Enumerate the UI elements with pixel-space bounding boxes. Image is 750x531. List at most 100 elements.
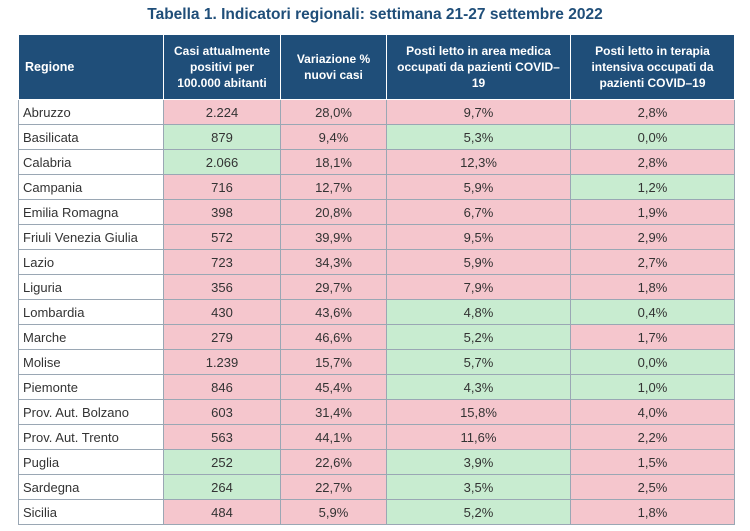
medical-cell: 7,9% [386, 274, 571, 300]
header-icu-beds: Posti letto in terapia intensiva occupat… [570, 34, 735, 100]
medical-cell: 5,9% [386, 249, 571, 275]
header-cases: Casi attualmente positivi per 100.000 ab… [163, 34, 281, 100]
variation-cell: 46,6% [280, 324, 387, 350]
variation-cell: 34,3% [280, 249, 387, 275]
table-row: Prov. Aut. Bolzano 603 31,4% 15,8% 4,0% [18, 399, 735, 425]
table-row: Marche 279 46,6% 5,2% 1,7% [18, 324, 735, 350]
variation-cell: 22,6% [280, 449, 387, 475]
region-cell: Sardegna [18, 474, 164, 500]
icu-cell: 2,2% [570, 424, 735, 450]
table-row: Abruzzo 2.224 28,0% 9,7% 2,8% [18, 99, 735, 125]
region-cell: Lombardia [18, 299, 164, 325]
medical-cell: 9,7% [386, 99, 571, 125]
table-row: Friuli Venezia Giulia 572 39,9% 9,5% 2,9% [18, 224, 735, 250]
header-variation: Variazione % nuovi casi [280, 34, 387, 100]
region-cell: Calabria [18, 149, 164, 175]
cases-cell: 603 [163, 399, 281, 425]
region-cell: Molise [18, 349, 164, 375]
variation-cell: 31,4% [280, 399, 387, 425]
header-row: Regione Casi attualmente positivi per 10… [18, 34, 735, 100]
cases-cell: 572 [163, 224, 281, 250]
region-cell: Piemonte [18, 374, 164, 400]
region-cell: Basilicata [18, 124, 164, 150]
medical-cell: 5,2% [386, 324, 571, 350]
region-cell: Friuli Venezia Giulia [18, 224, 164, 250]
table-title: Tabella 1. Indicatori regionali: settima… [147, 6, 603, 23]
header-region: Regione [18, 34, 164, 100]
header-medical-beds: Posti letto in area medica occupati da p… [386, 34, 571, 100]
variation-cell: 45,4% [280, 374, 387, 400]
region-cell: Campania [18, 174, 164, 200]
table-row: Basilicata 879 9,4% 5,3% 0,0% [18, 124, 735, 150]
table-row: Puglia 252 22,6% 3,9% 1,5% [18, 449, 735, 475]
table-row: Piemonte 846 45,4% 4,3% 1,0% [18, 374, 735, 400]
variation-cell: 12,7% [280, 174, 387, 200]
cases-cell: 563 [163, 424, 281, 450]
icu-cell: 2,8% [570, 99, 735, 125]
cases-cell: 398 [163, 199, 281, 225]
medical-cell: 9,5% [386, 224, 571, 250]
table-row: Campania 716 12,7% 5,9% 1,2% [18, 174, 735, 200]
region-cell: Lazio [18, 249, 164, 275]
cases-cell: 430 [163, 299, 281, 325]
medical-cell: 4,8% [386, 299, 571, 325]
icu-cell: 1,9% [570, 199, 735, 225]
medical-cell: 6,7% [386, 199, 571, 225]
medical-cell: 5,9% [386, 174, 571, 200]
region-cell: Abruzzo [18, 99, 164, 125]
variation-cell: 5,9% [280, 499, 387, 525]
icu-cell: 0,0% [570, 349, 735, 375]
region-cell: Marche [18, 324, 164, 350]
icu-cell: 1,0% [570, 374, 735, 400]
variation-cell: 18,1% [280, 149, 387, 175]
cases-cell: 2.224 [163, 99, 281, 125]
table-row: Emilia Romagna 398 20,8% 6,7% 1,9% [18, 199, 735, 225]
icu-cell: 2,8% [570, 149, 735, 175]
variation-cell: 39,9% [280, 224, 387, 250]
icu-cell: 0,0% [570, 124, 735, 150]
region-cell: Liguria [18, 274, 164, 300]
medical-cell: 15,8% [386, 399, 571, 425]
medical-cell: 4,3% [386, 374, 571, 400]
variation-cell: 29,7% [280, 274, 387, 300]
medical-cell: 5,7% [386, 349, 571, 375]
medical-cell: 3,5% [386, 474, 571, 500]
icu-cell: 1,5% [570, 449, 735, 475]
variation-cell: 20,8% [280, 199, 387, 225]
cases-cell: 356 [163, 274, 281, 300]
cases-cell: 879 [163, 124, 281, 150]
icu-cell: 1,8% [570, 274, 735, 300]
variation-cell: 22,7% [280, 474, 387, 500]
icu-cell: 4,0% [570, 399, 735, 425]
region-cell: Puglia [18, 449, 164, 475]
table-row: Lazio 723 34,3% 5,9% 2,7% [18, 249, 735, 275]
table-row: Prov. Aut. Trento 563 44,1% 11,6% 2,2% [18, 424, 735, 450]
medical-cell: 5,2% [386, 499, 571, 525]
variation-cell: 9,4% [280, 124, 387, 150]
region-cell: Prov. Aut. Trento [18, 424, 164, 450]
cases-cell: 264 [163, 474, 281, 500]
medical-cell: 12,3% [386, 149, 571, 175]
region-cell: Prov. Aut. Bolzano [18, 399, 164, 425]
icu-cell: 2,9% [570, 224, 735, 250]
medical-cell: 3,9% [386, 449, 571, 475]
icu-cell: 0,4% [570, 299, 735, 325]
table-row: Calabria 2.066 18,1% 12,3% 2,8% [18, 149, 735, 175]
medical-cell: 11,6% [386, 424, 571, 450]
table-row: Molise 1.239 15,7% 5,7% 0,0% [18, 349, 735, 375]
cases-cell: 279 [163, 324, 281, 350]
table-row: Sicilia 484 5,9% 5,2% 1,8% [18, 499, 735, 525]
icu-cell: 2,5% [570, 474, 735, 500]
variation-cell: 43,6% [280, 299, 387, 325]
icu-cell: 2,7% [570, 249, 735, 275]
region-cell: Emilia Romagna [18, 199, 164, 225]
cases-cell: 723 [163, 249, 281, 275]
icu-cell: 1,7% [570, 324, 735, 350]
medical-cell: 5,3% [386, 124, 571, 150]
variation-cell: 15,7% [280, 349, 387, 375]
variation-cell: 28,0% [280, 99, 387, 125]
icu-cell: 1,8% [570, 499, 735, 525]
icu-cell: 1,2% [570, 174, 735, 200]
cases-cell: 2.066 [163, 149, 281, 175]
cases-cell: 484 [163, 499, 281, 525]
